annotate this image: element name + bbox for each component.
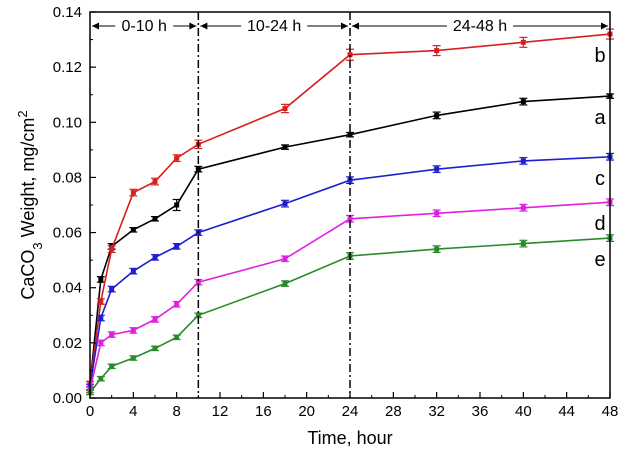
data-point: [152, 216, 158, 222]
y-axis-label-subscript: 3: [30, 242, 45, 249]
y-tick-label: 0.10: [53, 114, 82, 131]
x-tick-label: 48: [602, 403, 619, 420]
y-tick-label: 0.08: [53, 169, 82, 186]
data-point: [195, 166, 201, 172]
data-point: [152, 345, 158, 351]
data-point: [98, 340, 104, 346]
data-point: [520, 39, 526, 45]
data-point: [347, 177, 353, 183]
x-tick-label: 8: [172, 403, 180, 420]
series-d: [86, 198, 614, 394]
data-point: [152, 254, 158, 260]
data-point: [282, 201, 288, 207]
axis-ticks: 0 4 8 12 16 20 24 28 32 36 40 44 480.000.020.040.060…: [53, 4, 619, 420]
region-arrowhead: [200, 22, 208, 30]
region-arrowhead: [601, 22, 608, 30]
region-arrowhead: [189, 22, 197, 30]
x-tick-label: 4: [129, 403, 137, 420]
x-tick-label: 16: [255, 403, 272, 420]
data-point: [130, 268, 136, 274]
data-point: [109, 332, 115, 338]
y-tick-label: 0.14: [53, 4, 82, 21]
data-point: [130, 227, 136, 233]
data-point: [174, 334, 180, 340]
data-point: [282, 281, 288, 287]
data-point: [347, 216, 353, 222]
data-point: [282, 144, 288, 150]
data-point: [130, 327, 136, 333]
data-point: [434, 48, 440, 54]
region-arrowhead: [341, 22, 348, 30]
y-axis-label: CaCO3 Weight, mg/cm2: [15, 110, 45, 299]
series-label-b: b: [594, 45, 605, 67]
y-tick-label: 0.02: [53, 335, 82, 352]
x-tick-label: 40: [515, 403, 532, 420]
x-tick-label: 32: [428, 403, 445, 420]
y-tick-label: 0.12: [53, 59, 82, 76]
y-axis-label-main: CaCO: [18, 250, 38, 300]
data-point: [174, 155, 180, 161]
data-point: [520, 241, 526, 247]
chart-marks: [86, 28, 614, 396]
data-point: [282, 256, 288, 262]
y-tick-label: 0.00: [53, 390, 82, 407]
region-label: 0-10 h: [121, 18, 166, 35]
y-tick-label: 0.04: [53, 280, 82, 297]
data-point: [282, 106, 288, 111]
x-axis-label: Time, hour: [307, 428, 392, 448]
data-point: [520, 158, 526, 164]
data-point: [98, 315, 104, 321]
series-c: [86, 152, 614, 391]
data-point: [195, 279, 201, 285]
data-point: [152, 316, 158, 322]
x-tick-label: 24: [342, 403, 359, 420]
series-labels: a b c de: [594, 45, 606, 271]
x-tick-label: 28: [385, 403, 402, 420]
series-line: [89, 33, 611, 385]
data-point: [520, 99, 526, 105]
data-point: [195, 312, 201, 318]
data-point: [434, 246, 440, 252]
data-point: [98, 276, 104, 282]
data-point: [434, 112, 440, 118]
data-point: [174, 243, 180, 249]
data-point: [347, 52, 353, 58]
data-point: [98, 299, 104, 304]
time-regions: 0-10 h 10-24 h 24-48 h: [92, 12, 608, 398]
data-point: [347, 132, 353, 138]
series-label-e: e: [594, 249, 605, 271]
region-label: 10-24 h: [247, 18, 301, 35]
region-arrowhead: [92, 22, 99, 30]
x-tick-label: 12: [212, 403, 229, 420]
x-tick-label: 36: [472, 403, 489, 420]
x-tick-label: 0: [86, 403, 94, 420]
x-tick-label: 20: [298, 403, 315, 420]
region-arrowhead: [352, 22, 359, 30]
x-tick-label: 44: [558, 403, 575, 420]
data-point: [109, 246, 115, 252]
data-point: [152, 179, 158, 185]
data-point: [130, 355, 136, 361]
data-point: [98, 376, 104, 382]
series-label-d: d: [594, 213, 605, 235]
y-axis-label-superscript: 2: [15, 110, 30, 117]
series-label-a: a: [594, 107, 606, 129]
data-point: [174, 202, 180, 208]
data-point: [520, 205, 526, 211]
data-point: [434, 210, 440, 216]
data-point: [109, 286, 115, 292]
y-tick-label: 0.06: [53, 225, 82, 242]
data-point: [174, 301, 180, 307]
data-point: [109, 363, 115, 369]
data-point: [130, 190, 136, 196]
region-label: 24-48 h: [453, 18, 507, 35]
y-axis-label-mid: Weight, mg/cm: [18, 118, 38, 243]
series-line: [89, 156, 611, 388]
series-label-c: c: [595, 168, 605, 190]
data-point: [434, 166, 440, 172]
